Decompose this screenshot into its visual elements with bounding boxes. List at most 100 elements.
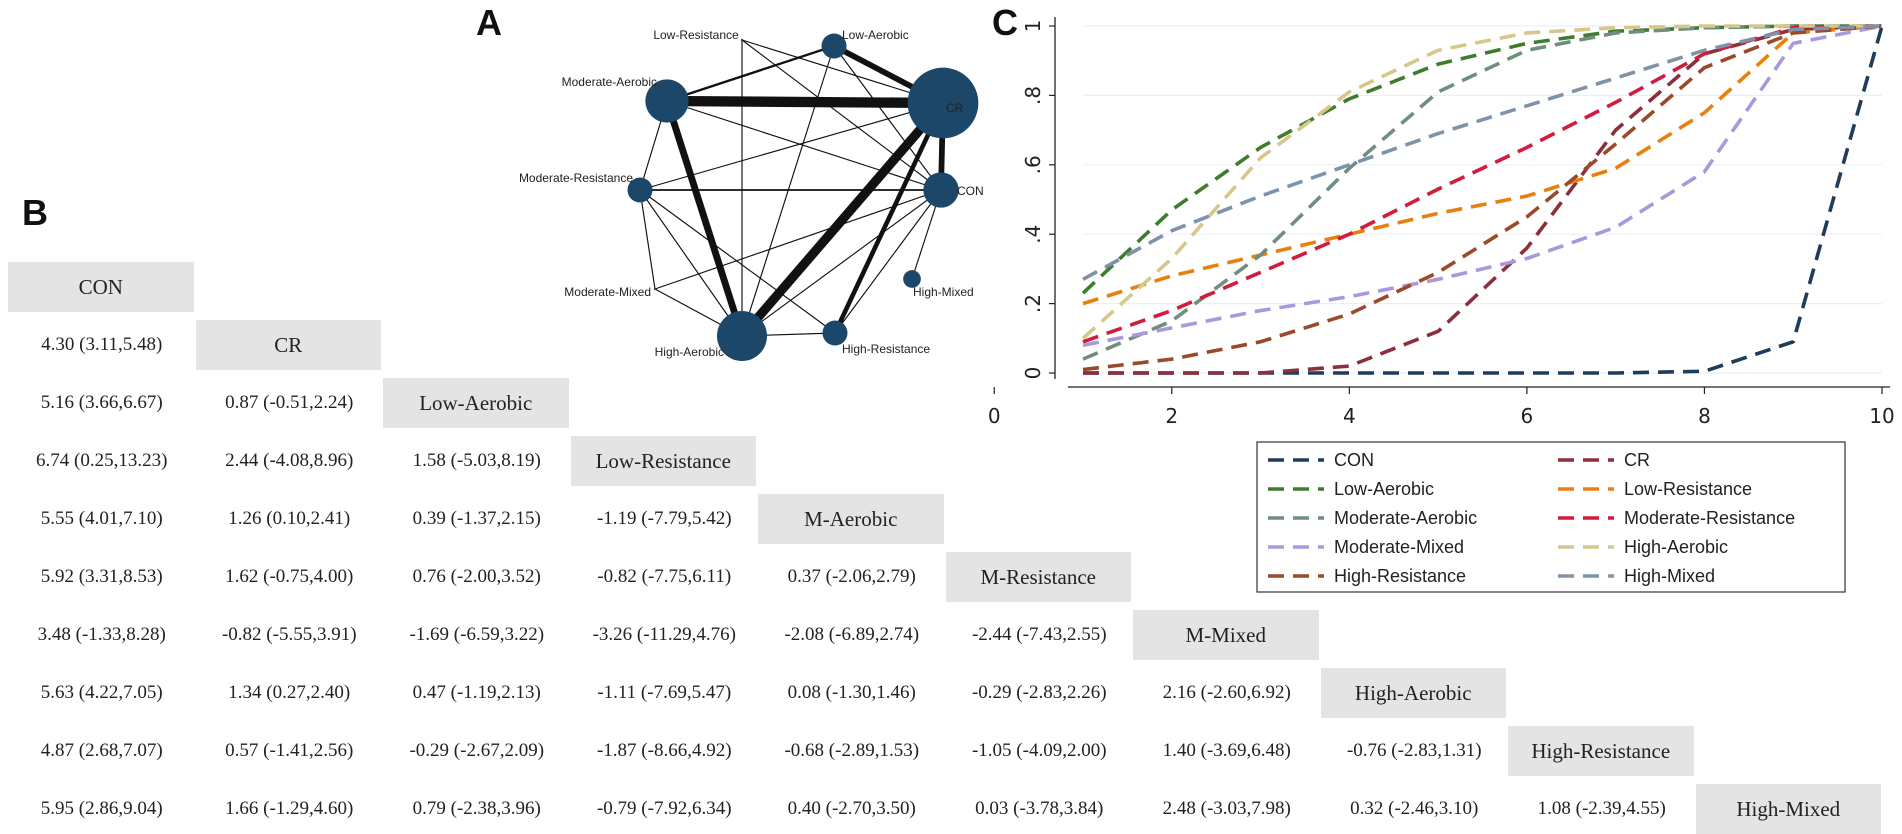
league-estimate-cell: 1.62 (-0.75,4.00) — [225, 566, 354, 587]
league-estimate-cell: 0.03 (-3.78,3.84) — [975, 798, 1104, 819]
series-line — [1082, 24, 1883, 281]
league-estimate-cell: 1.26 (0.10,2.41) — [228, 508, 351, 529]
network-node-label: Moderate-Aerobic — [562, 75, 657, 89]
league-estimate-cell: 1.40 (-3.69,6.48) — [1162, 740, 1291, 761]
panel-label-c: C — [992, 2, 1018, 43]
network-edge — [738, 99, 947, 340]
x-tick-label: 8 — [1698, 404, 1711, 428]
league-estimate-cell: -3.26 (-11.29,4.76) — [592, 624, 736, 645]
league-estimate-cell: 0.40 (-2.70,3.50) — [787, 798, 916, 819]
league-estimate-cell: 5.55 (4.01,7.10) — [40, 508, 163, 529]
y-tick-label: .4 — [1021, 225, 1045, 244]
league-estimate-cell: -0.68 (-2.89,1.53) — [784, 740, 920, 761]
league-estimate-cell: -0.29 (-2.67,2.09) — [409, 740, 545, 761]
league-estimate-cell: -0.29 (-2.83,2.26) — [971, 682, 1107, 703]
panel-label-b: B — [22, 192, 48, 233]
network-node-label: High-Aerobic — [655, 345, 724, 359]
y-tick-label: .2 — [1021, 294, 1045, 313]
legend-label: Moderate-Aerobic — [1334, 508, 1477, 528]
network-node — [821, 33, 847, 59]
network-node-label: Moderate-Mixed — [564, 285, 651, 299]
network-node — [923, 172, 959, 208]
network-node-label: Moderate-Resistance — [519, 171, 633, 185]
league-estimate-cell: 0.39 (-1.37,2.15) — [412, 508, 541, 529]
legend-label: Moderate-Mixed — [1334, 537, 1464, 557]
legend-label: Moderate-Resistance — [1624, 508, 1795, 528]
league-table: CON CR 4.30 (3.11,5.48) Low-Aerobic 5.16 (3.… — [8, 262, 1898, 834]
y-gridlines — [1083, 25, 1882, 374]
legend-label: CON — [1334, 450, 1374, 470]
league-diagonal-cell: Low-Resistance — [570, 436, 756, 486]
network-node — [740, 38, 744, 42]
network-edge — [741, 39, 942, 191]
legend-label: High-Mixed — [1624, 566, 1715, 586]
league-estimate-cell: 0.79 (-2.38,3.96) — [412, 798, 541, 819]
league-diagonal-cell: High-Mixed — [1695, 784, 1881, 834]
series-line — [1083, 24, 1883, 375]
league-estimate-cell: 2.48 (-3.03,7.98) — [1162, 798, 1291, 819]
league-estimate-cell: 0.47 (-1.19,2.13) — [412, 682, 541, 703]
network-edge — [666, 44, 835, 103]
series-line — [1082, 24, 1883, 372]
series-line — [1081, 24, 1882, 340]
network-edge — [654, 189, 942, 290]
league-estimate-cell: -0.79 (-7.92,6.34) — [596, 798, 732, 819]
league-estimate-cell: 4.87 (2.68,7.07) — [40, 740, 163, 761]
league-estimate-cell: 1.58 (-5.03,8.19) — [412, 450, 541, 471]
league-estimate-cell: 5.63 (4.22,7.05) — [40, 682, 163, 703]
network-edge — [639, 189, 836, 334]
league-estimate-cell: 1.34 (0.27,2.40) — [228, 682, 351, 703]
league-diagonal-cell: M-Aerobic — [758, 494, 944, 544]
league-estimate-cell: -0.76 (-2.83,1.31) — [1346, 740, 1482, 761]
network-edge — [639, 189, 656, 290]
network-node — [907, 67, 979, 139]
panel-label-a: A — [476, 2, 502, 43]
network-edge — [832, 102, 946, 334]
league-estimate-cell: 5.92 (3.31,8.53) — [40, 566, 163, 587]
network-node — [653, 287, 657, 291]
league-diagonal-cell: High-Aerobic — [1320, 668, 1506, 718]
network-node — [822, 320, 848, 346]
league-estimate-cell: 0.32 (-2.46,3.10) — [1350, 798, 1479, 819]
network-node-label: CON — [957, 184, 984, 198]
league-estimate-cell: -1.11 (-7.69,5.47) — [597, 682, 732, 703]
x-ticks: 0 2 4 6 8 10 — [988, 387, 1895, 428]
legend-label: Low-Aerobic — [1334, 479, 1434, 499]
league-estimate-cell: 0.76 (-2.00,3.52) — [412, 566, 541, 587]
network-edge — [666, 100, 942, 191]
network-edge — [666, 95, 944, 109]
network-edge — [833, 45, 942, 191]
x-tick-label: 0 — [988, 404, 1001, 428]
x-tick-label: 2 — [1165, 404, 1178, 428]
league-estimate-cell: 1.08 (-2.39,4.55) — [1537, 798, 1666, 819]
league-estimate-cell: 2.16 (-2.60,6.92) — [1162, 682, 1291, 703]
y-ticks: 0 .2 .4 .6 .8 1 — [1021, 20, 1055, 380]
series-line — [1082, 24, 1883, 306]
x-tick-label: 4 — [1343, 404, 1356, 428]
league-estimate-cell: 3.48 (-1.33,8.28) — [37, 624, 166, 645]
league-estimate-cell: -2.08 (-6.89,2.74) — [784, 624, 920, 645]
network-node-label: CR — [946, 101, 964, 115]
league-estimate-cell: 6.74 (0.25,13.23) — [36, 450, 168, 471]
league-diagonal-cell: CR — [195, 320, 381, 370]
y-tick-label: 0 — [1021, 367, 1045, 380]
network-node — [627, 177, 653, 203]
league-estimate-cell: 0.08 (-1.30,1.46) — [787, 682, 916, 703]
network-node-label: High-Resistance — [842, 342, 930, 356]
network-node-label: Low-Resistance — [653, 28, 739, 42]
network-node — [645, 79, 689, 123]
league-estimate-cell: 2.44 (-4.08,8.96) — [225, 450, 354, 471]
network-node — [717, 311, 767, 361]
legend-label: Low-Resistance — [1624, 479, 1752, 499]
x-tick-label: 10 — [1869, 404, 1894, 428]
x-tick-label: 6 — [1521, 404, 1534, 428]
legend-label: High-Resistance — [1334, 566, 1466, 586]
network-edge — [639, 189, 743, 337]
legend-label: CR — [1624, 450, 1650, 470]
network-edge — [639, 102, 944, 191]
network-edge — [741, 189, 942, 337]
network-node-label: High-Mixed — [913, 285, 974, 299]
league-diagonal-cell: Low-Aerobic — [383, 378, 569, 428]
